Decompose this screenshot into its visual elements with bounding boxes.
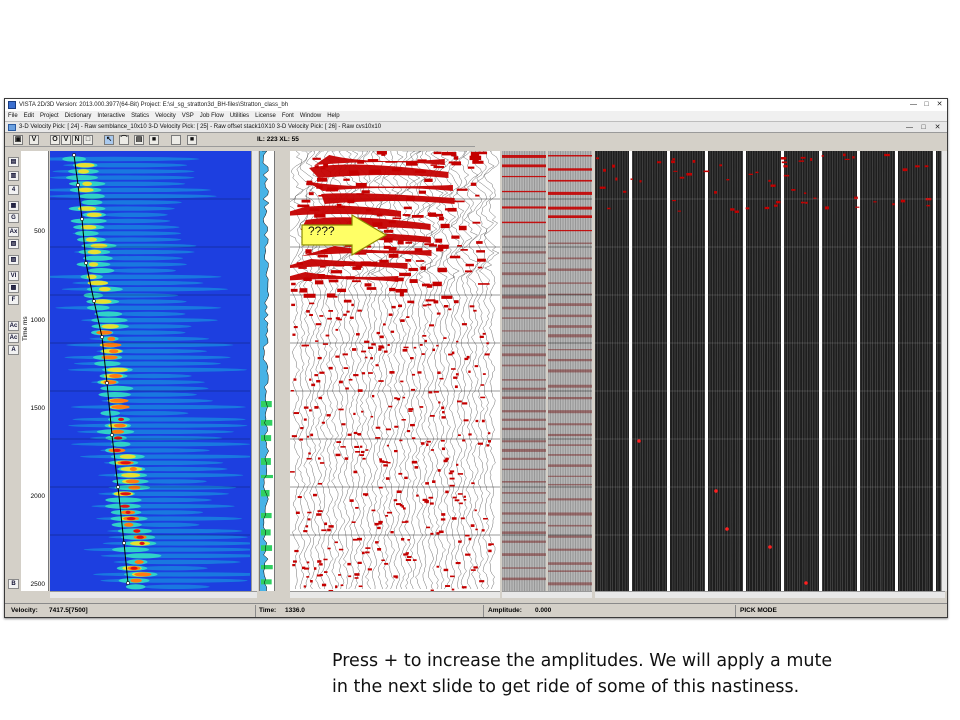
time-label: Time: [259,607,277,614]
menu-window[interactable]: Window [299,113,322,119]
semblance-scrollbar[interactable] [251,151,258,591]
cvs-scrollbar[interactable] [941,151,947,591]
menu-font[interactable]: Font [281,113,294,119]
amplitude-label: Amplitude: [488,607,522,614]
menu-dictionary[interactable]: Dictionary [64,113,92,119]
time-axis-label: Time ms [22,316,29,341]
maximize-button[interactable]: □ [924,101,929,108]
toolbar: ▣ V O V N □ ↖ ⌒ ▤ ■ ■ [5,133,475,147]
app-window: VISTA 2D/3D Version: 2013.000.3977(64-Bi… [4,98,948,618]
app-icon [8,101,16,109]
time-tick: 500 [34,228,45,235]
status-separator [483,605,484,617]
toolbar-button-velocity[interactable]: V [29,135,39,145]
semblance-hscroll[interactable] [50,591,257,598]
slide-caption: Press + to increase the amplitudes. We w… [332,648,932,700]
tool-g[interactable]: G [8,213,19,223]
menu-velocity[interactable]: Velocity [155,113,176,119]
doc-close-button[interactable]: ✕ [934,124,941,131]
tool-bottom[interactable]: B [8,579,19,589]
fill-icon[interactable]: ■ [149,135,159,145]
title-bar: VISTA 2D/3D Version: 2013.000.3977(64-Bi… [5,99,947,111]
menu-job-flow[interactable]: Job Flow [199,113,224,119]
doc-minimize-button[interactable]: — [906,124,913,131]
tool-vi[interactable]: VI [8,271,19,281]
time-tick: 1000 [30,317,45,324]
document-title: 3-D Velocity Pick: [ 24] - Raw semblance… [19,124,382,130]
il-xl-readout: IL: 223 XL: 55 [257,136,299,143]
status-bar: Velocity: 7417.5[7500] Time: 1336.0 Ampl… [5,603,947,617]
tool-ff[interactable]: F [8,295,19,305]
tool-a[interactable]: ▤ [8,157,19,167]
document-icon [8,124,16,131]
tool-ax[interactable]: Ax [8,227,19,237]
minimize-button[interactable]: — [910,101,917,108]
question-callout: ???? [300,213,388,257]
tool-f[interactable]: ▩ [8,283,19,293]
velocity-function-strip [259,151,275,591]
time-axis: Time ms 500 1000 1500 2000 2500 [21,151,49,591]
time-value: 1336.0 [285,607,305,614]
toolbar-button-box[interactable]: □ [83,135,93,145]
grid-icon[interactable]: ▤ [134,135,144,145]
menu-help[interactable]: Help [327,113,340,119]
stack-panel-2[interactable] [548,151,592,591]
tool-c[interactable]: ▦ [8,201,19,211]
callout-arrow [301,213,388,257]
time-tick: 2000 [30,493,45,500]
tool-e[interactable]: ▨ [8,255,19,265]
window-title: VISTA 2D/3D Version: 2013.000.3977(64-Bi… [19,102,289,108]
document-tab[interactable]: 3-D Velocity Pick: [ 24] - Raw semblance… [5,122,947,133]
tool-ac2[interactable]: Ac [8,333,19,343]
gather-hscroll[interactable] [290,591,500,598]
blank-button[interactable] [171,135,181,145]
tool-four[interactable]: 4 [8,185,19,195]
semblance-panel[interactable] [50,151,257,591]
menu-interactive[interactable]: Interactive [97,113,126,119]
menu-file[interactable]: File [8,113,18,119]
mode-indicator: PICK MODE [740,607,777,614]
amplitude-value: 0.000 [535,607,552,614]
close-button[interactable]: ✕ [936,101,943,108]
callout-text: ???? [308,224,335,238]
tool-ac3[interactable]: A [8,345,19,355]
menu-bar: File Edit Project Dictionary Interactive… [5,111,947,122]
velocity-value: 7417.5[7500] [49,607,88,614]
toolbar-button-view[interactable]: ▣ [13,135,23,145]
toolbar-button-o[interactable]: O [50,135,60,145]
stack-panel-1[interactable] [502,151,546,591]
cvs-panel[interactable] [595,151,943,591]
menu-statics[interactable]: Statics [131,113,150,119]
toolbar-button-v[interactable]: V [61,135,71,145]
velocity-label: Velocity: [11,607,38,614]
status-separator [735,605,736,617]
menu-edit[interactable]: Edit [23,113,35,119]
time-tick: 1500 [30,405,45,412]
curve-icon[interactable]: ⌒ [119,135,129,145]
menu-project[interactable]: Project [40,113,59,119]
tool-b[interactable]: ▥ [8,171,19,181]
cvs-hscroll[interactable] [595,591,945,598]
stop-icon[interactable]: ■ [187,135,197,145]
menu-license[interactable]: License [255,113,276,119]
caption-line-1: Press + to increase the amplitudes. We w… [332,651,833,671]
toolbar-button-n[interactable]: N [72,135,82,145]
stack-hscroll[interactable] [502,591,592,598]
menu-vsp[interactable]: VSP [181,113,194,119]
gather-panel[interactable] [290,151,500,591]
caption-line-2: in the next slide to get ride of some of… [332,677,800,697]
left-toolbar: ▤ ▥ 4 ▦ G Ax ▧ ▨ VI ▩ F Ac Ac A B [7,151,21,591]
tool-d[interactable]: ▧ [8,239,19,249]
doc-maximize-button[interactable]: □ [921,124,926,131]
status-separator [255,605,256,617]
tool-ac1[interactable]: Ac [8,321,19,331]
time-tick: 2500 [30,581,45,588]
pointer-icon[interactable]: ↖ [104,135,114,145]
menu-utilities[interactable]: Utilities [229,113,250,119]
